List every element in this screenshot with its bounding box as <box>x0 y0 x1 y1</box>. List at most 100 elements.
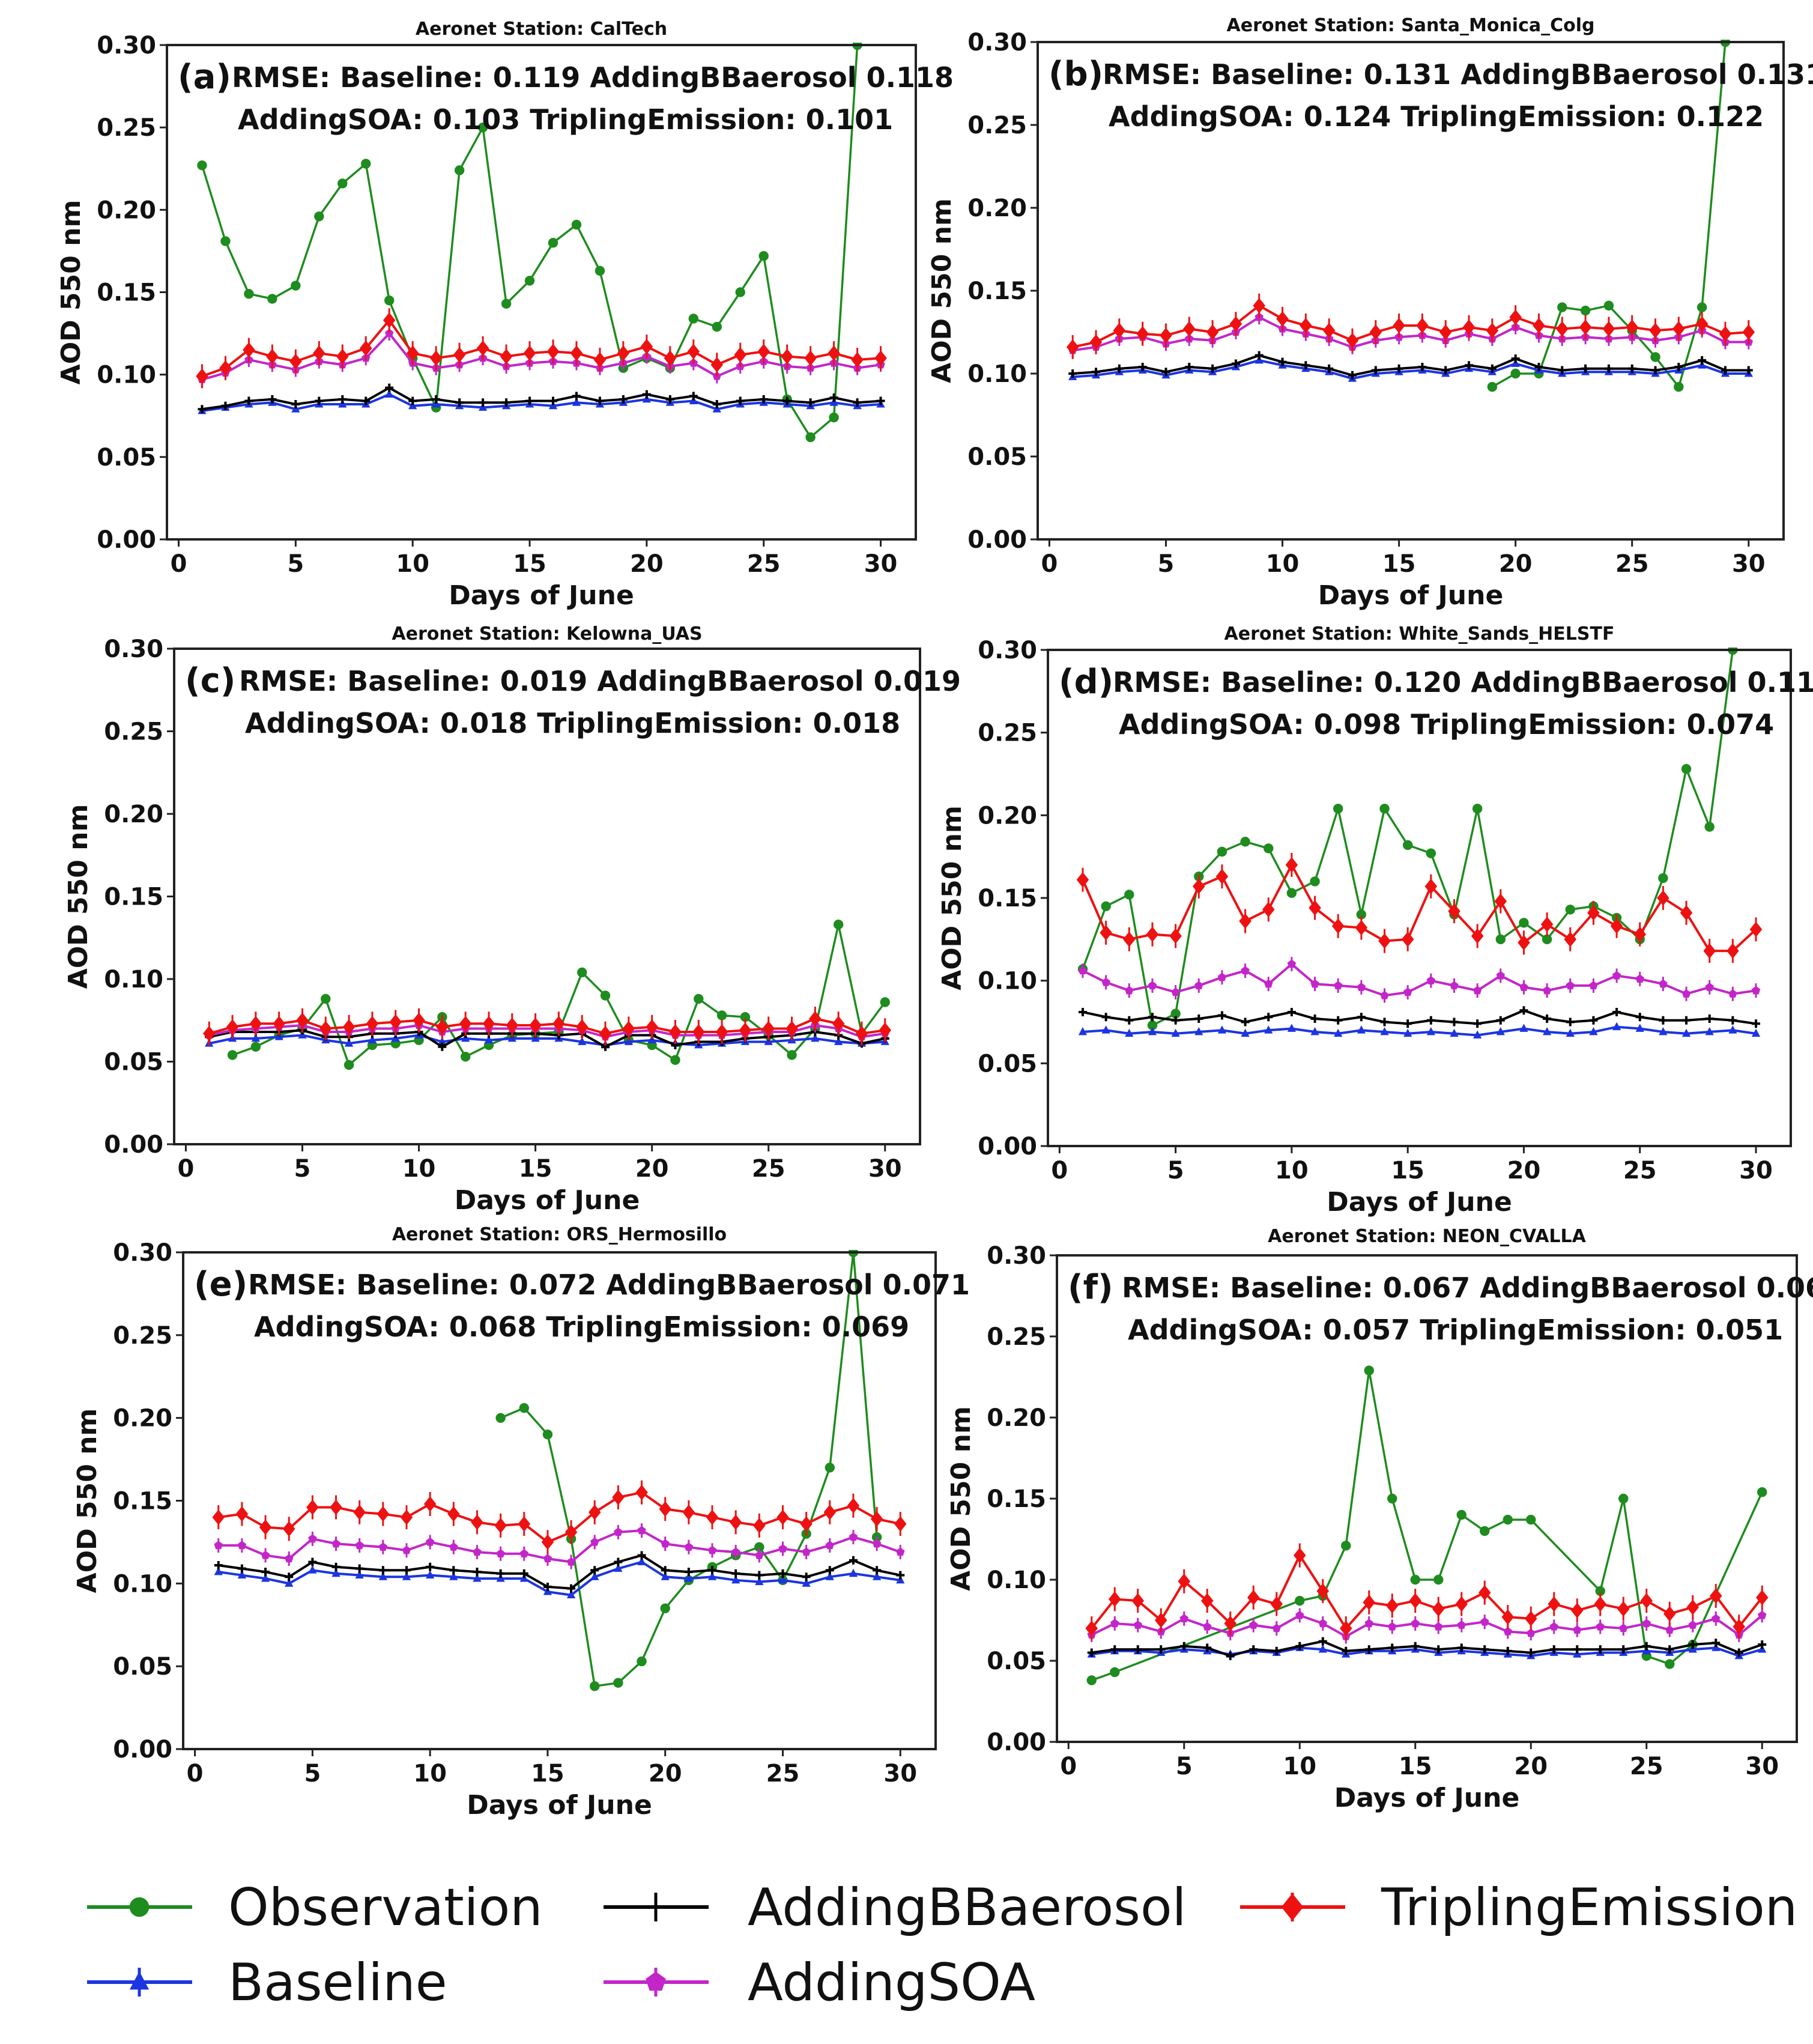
data-point <box>1709 1588 1722 1604</box>
plot-area <box>212 1250 907 1691</box>
data-point <box>778 1569 787 1578</box>
data-point <box>1612 1007 1621 1016</box>
data-point <box>1410 1574 1420 1585</box>
data-point <box>1755 1589 1769 1606</box>
data-point <box>1316 1583 1330 1599</box>
data-point <box>1086 1675 1097 1685</box>
data-point <box>825 1541 835 1550</box>
data-point <box>296 1012 309 1028</box>
data-point <box>1589 1016 1598 1025</box>
data-point <box>1604 364 1613 373</box>
data-point <box>1496 971 1506 980</box>
data-point <box>1627 364 1636 373</box>
data-point <box>669 1024 682 1040</box>
data-point <box>590 1681 600 1691</box>
data-point <box>1148 1013 1157 1022</box>
legend-marker <box>129 1897 150 1917</box>
rmse-line-1: RMSE: Baseline: 0.019 AddingBBaerosol 0.… <box>239 665 961 697</box>
data-point <box>244 396 253 405</box>
rmse-line-2: AddingSOA: 0.057 TriplingEmission: 0.051 <box>1128 1314 1783 1346</box>
y-tick-label: 0.20 <box>97 196 156 224</box>
panel-letter: (f) <box>1068 1268 1113 1307</box>
data-point <box>1589 1027 1598 1036</box>
data-point <box>689 396 698 404</box>
data-point <box>331 1539 341 1548</box>
data-point <box>1640 1593 1653 1609</box>
data-point <box>266 348 279 365</box>
x-tick-label: 25 <box>752 1155 785 1183</box>
data-point <box>665 395 674 404</box>
data-point <box>1270 1596 1283 1612</box>
data-point <box>548 401 558 410</box>
data-point <box>688 314 698 324</box>
data-point <box>1206 324 1219 340</box>
x-tick-label: 25 <box>1615 550 1649 578</box>
data-point <box>1217 846 1227 857</box>
y-tick-label: 0.15 <box>104 884 163 911</box>
series-baseline <box>214 1557 905 1599</box>
data-point <box>1287 1007 1296 1016</box>
data-point <box>595 396 604 405</box>
data-point <box>1231 359 1240 368</box>
data-point <box>1744 366 1753 375</box>
x-tick-label: 30 <box>1739 1157 1773 1184</box>
data-point <box>572 392 581 401</box>
axes-frame <box>1047 649 1792 1147</box>
data-point <box>599 1025 612 1042</box>
data-point <box>531 1033 540 1042</box>
data-point <box>523 345 536 361</box>
data-point <box>660 1603 670 1613</box>
data-point <box>285 1578 294 1587</box>
data-point <box>384 296 395 306</box>
data-point <box>1465 361 1474 370</box>
data-point <box>1160 327 1172 344</box>
data-point <box>1200 1593 1214 1609</box>
x-tick-label: 5 <box>287 550 304 578</box>
legend-marker <box>646 1971 666 1991</box>
data-point <box>1757 1487 1767 1497</box>
data-point <box>1742 324 1755 340</box>
y-tick-label: 0.00 <box>104 1131 163 1159</box>
series-observation <box>1077 647 1738 1031</box>
data-point <box>525 396 534 405</box>
data-point <box>1101 977 1110 986</box>
data-point <box>870 1511 883 1527</box>
data-point <box>477 122 488 133</box>
data-point <box>1501 1609 1515 1625</box>
data-point <box>214 1541 223 1550</box>
data-point <box>1068 369 1077 378</box>
data-point <box>1751 986 1761 995</box>
data-point <box>1287 1024 1297 1032</box>
data-point <box>1432 1601 1445 1617</box>
y-tick-label: 0.10 <box>113 1570 172 1598</box>
data-point <box>1272 1624 1281 1633</box>
rmse-line-2: AddingSOA: 0.098 TriplingEmission: 0.074 <box>1119 708 1774 741</box>
data-point <box>344 1060 354 1070</box>
data-point <box>1203 1643 1212 1652</box>
data-point <box>566 1557 576 1566</box>
data-point <box>571 219 582 230</box>
data-point <box>896 1547 905 1556</box>
data-point <box>1659 1027 1668 1036</box>
data-point <box>1125 1028 1134 1037</box>
series-line-observation <box>1082 649 1734 1027</box>
data-point <box>235 1506 249 1522</box>
data-point <box>1487 381 1498 392</box>
data-point <box>1310 979 1319 988</box>
data-point <box>543 1582 552 1591</box>
data-point <box>1511 354 1520 363</box>
data-point <box>1241 1017 1250 1027</box>
plot-area <box>1076 647 1763 1039</box>
y-axis-label: AOD 550 nm <box>72 1409 103 1594</box>
y-axis-label: AOD 550 nm <box>927 198 957 383</box>
data-point <box>1642 1646 1651 1655</box>
data-point <box>1565 905 1575 915</box>
data-point <box>829 412 839 423</box>
data-point <box>1657 890 1669 906</box>
data-point <box>661 1539 670 1548</box>
data-point <box>1066 339 1079 355</box>
series-addingsoa <box>1078 957 1761 1003</box>
data-point <box>1229 316 1242 332</box>
data-point <box>1171 1016 1180 1025</box>
data-point <box>873 1566 882 1575</box>
